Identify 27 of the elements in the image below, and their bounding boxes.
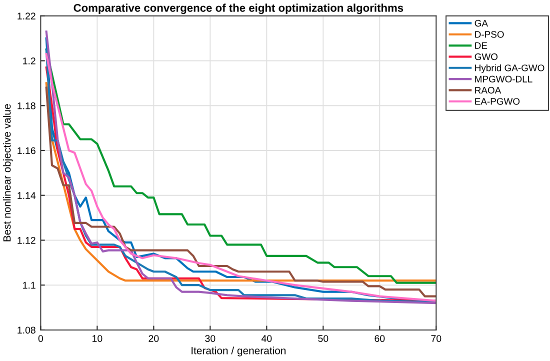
legend-label: D-PSO (475, 31, 504, 38)
y-tick-label: 1.16 (18, 147, 36, 154)
x-tick-label: 10 (92, 335, 102, 342)
y-tick-label: 1.14 (18, 192, 36, 199)
legend-label: RAOA (475, 86, 502, 94)
y-tick-label: 1.08 (18, 326, 36, 334)
legend-label: GWO (474, 53, 498, 60)
legend-label: MPGWO-DLL (475, 76, 532, 82)
chart-title: Comparative convergence of the eight optimization algorithms (74, 4, 404, 14)
y-axis-title: Best nonlinear objective value (3, 104, 13, 242)
legend-label: Hybrid GA-GWO (475, 64, 544, 74)
x-tick-label: 40 (261, 335, 272, 342)
x-tick-label: 60 (374, 335, 385, 342)
x-axis-title: Iteration / generation (192, 346, 286, 356)
legend-label: DE (475, 42, 488, 49)
legend-label: GA (474, 20, 488, 27)
y-tick-label: 1.2 (23, 57, 36, 64)
x-tick-label: 30 (205, 335, 216, 342)
y-tick-label: 1.18 (18, 102, 36, 110)
x-tick-label: 70 (431, 335, 442, 342)
x-tick-label: 0 (38, 335, 44, 342)
legend-label: EA-PGWO (475, 98, 520, 105)
y-tick-label: 1.12 (18, 236, 36, 244)
y-tick-label: 1.22 (18, 12, 36, 20)
x-tick-label: 20 (148, 335, 159, 342)
y-tick-label: 1.1 (23, 282, 36, 289)
x-tick-label: 50 (318, 335, 328, 342)
